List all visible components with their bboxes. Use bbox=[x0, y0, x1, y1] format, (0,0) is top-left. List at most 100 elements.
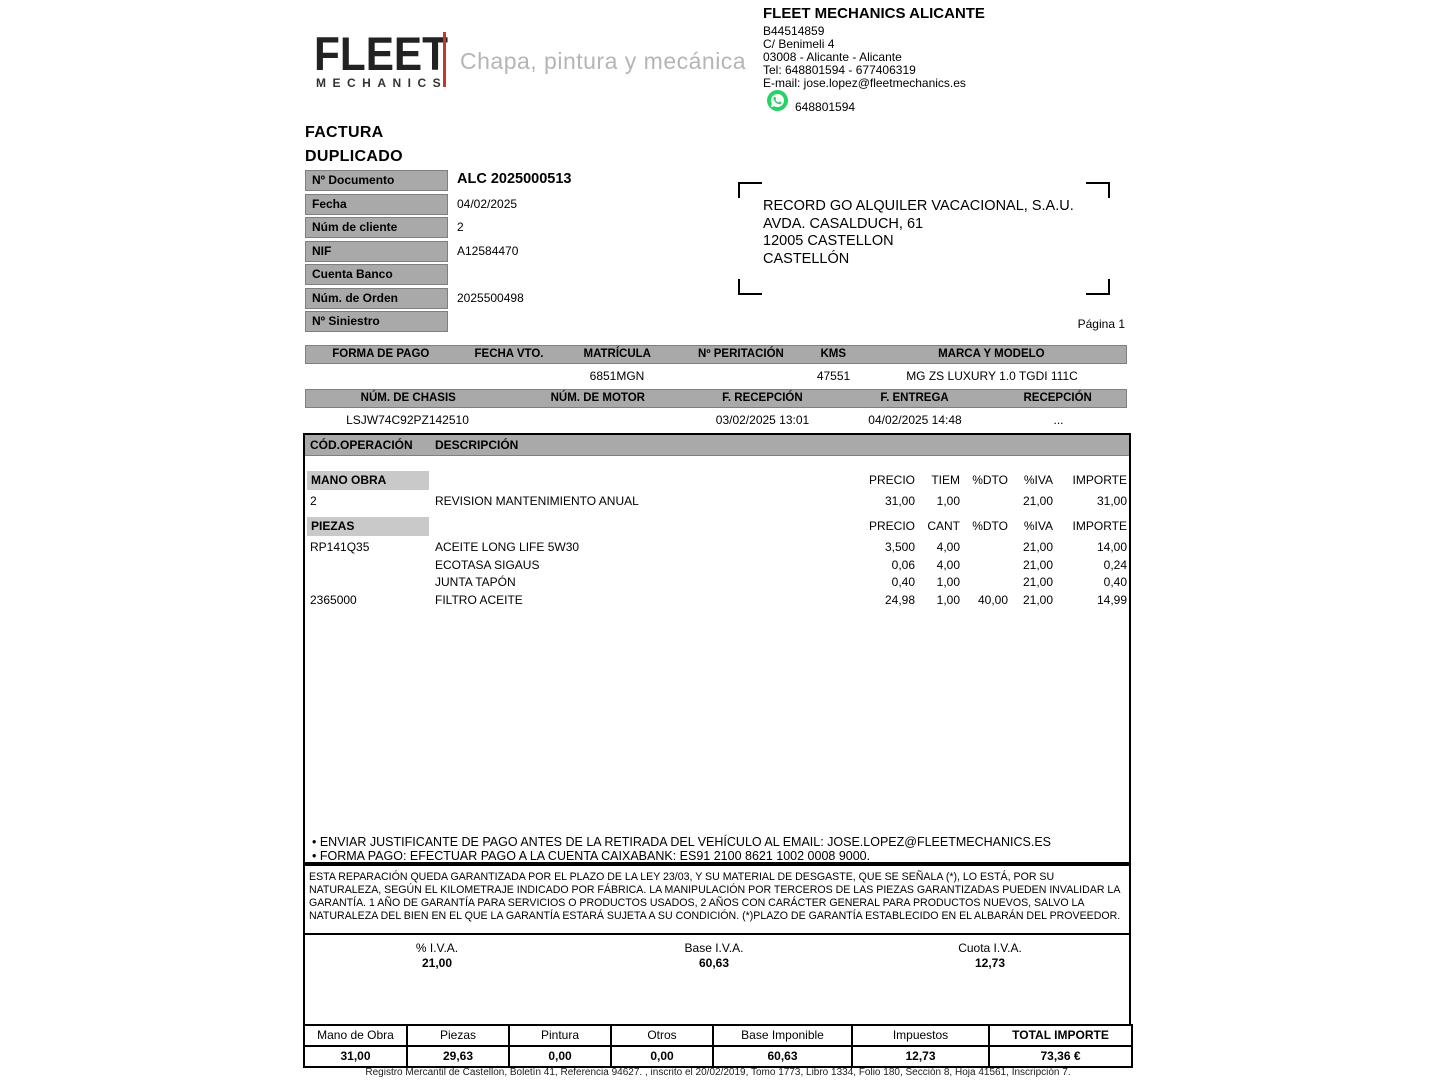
item-code: RP141Q35 bbox=[310, 540, 370, 554]
iva-base-label: Base I.V.A. bbox=[684, 941, 744, 955]
item-code: 2 bbox=[310, 494, 317, 508]
iva-base-value: 60,63 bbox=[698, 956, 730, 970]
field-label: Núm. de Orden bbox=[305, 287, 448, 309]
column-header-marca-modelo: MARCA Y MODELO bbox=[938, 348, 1045, 360]
column-header-kms: KMS bbox=[820, 348, 846, 360]
logo-brand-text: FLEET bbox=[314, 26, 449, 80]
matricula-value: 6851MGN bbox=[589, 369, 645, 383]
col-label-cant: CANT bbox=[927, 519, 960, 533]
section-label-mano-obra: MANO OBRA bbox=[307, 471, 429, 490]
logo-tagline: Chapa, pintura y mecánica bbox=[460, 48, 747, 74]
column-header-peritacion: Nº PERITACIÓN bbox=[698, 348, 784, 360]
divider bbox=[305, 862, 1129, 866]
iva-rate-column: % I.V.A. 21,00 bbox=[337, 941, 537, 970]
payment-note-email: • ENVIAR JUSTIFICANTE DE PAGO ANTES DE L… bbox=[312, 835, 1052, 849]
order-number: 2025500498 bbox=[457, 290, 524, 305]
corner-mark bbox=[738, 182, 762, 198]
totals-values-row: 31,00 29,63 0,00 0,00 60,63 12,73 73,36 … bbox=[305, 1047, 1131, 1066]
total-pintura: 0,00 bbox=[510, 1047, 612, 1066]
item-qty: 4,00 bbox=[936, 558, 960, 572]
item-iva: 21,00 bbox=[1022, 593, 1053, 607]
client-address-text: RECORD GO ALQUILER VACACIONAL, S.A.U. AV… bbox=[763, 198, 1074, 268]
logo-divider bbox=[443, 32, 446, 87]
company-name: FLEET MECHANICS ALICANTE bbox=[763, 5, 985, 22]
recepcion-value: ... bbox=[1053, 413, 1064, 427]
info-row: Núm. de Orden 2025500498 bbox=[305, 287, 725, 309]
col-label-tiem: TIEM bbox=[931, 473, 960, 487]
col-label-dto: %DTO bbox=[972, 519, 1008, 533]
corner-mark bbox=[738, 279, 762, 295]
iva-rate-value: 21,00 bbox=[421, 956, 453, 970]
column-header-matricula: MATRÍCULA bbox=[583, 348, 651, 360]
item-iva: 21,00 bbox=[1022, 540, 1053, 554]
item-precio: 0,40 bbox=[891, 575, 915, 589]
vehicle-table-header: NÚM. DE CHASIS NÚM. DE MOTOR F. RECEPCIÓ… bbox=[305, 389, 1127, 408]
item-iva: 21,00 bbox=[1022, 494, 1053, 508]
info-row: Cuenta Banco bbox=[305, 264, 725, 285]
logo-sub-text: MECHANICS bbox=[316, 76, 448, 90]
item-description: JUNTA TAPÓN bbox=[435, 575, 516, 589]
item-qty: 4,00 bbox=[936, 540, 960, 554]
totals-header-impuestos: Impuestos bbox=[853, 1026, 990, 1045]
totals-header-row: Mano de Obra Piezas Pintura Otros Base I… bbox=[305, 1026, 1131, 1047]
client-province: CASTELLÓN bbox=[763, 250, 850, 267]
col-label-iva: %IVA bbox=[1023, 473, 1053, 487]
document-date: 04/02/2025 bbox=[457, 196, 518, 211]
item-qty: 1,00 bbox=[936, 575, 960, 589]
client-nif: A12584470 bbox=[457, 243, 519, 258]
company-email: E-mail: jose.lopez@fleetmechanics.es bbox=[763, 76, 966, 90]
info-row: Fecha 04/02/2025 bbox=[305, 193, 725, 215]
document-title: FACTURA bbox=[305, 124, 384, 141]
item-row: ECOTASA SIGAUS 0,06 4,00 21,00 0,24 bbox=[305, 558, 1129, 574]
company-phone: Tel: 648801594 - 677406319 bbox=[763, 63, 916, 77]
item-iva: 21,00 bbox=[1022, 558, 1053, 572]
item-description: ACEITE LONG LIFE 5W30 bbox=[435, 540, 580, 554]
item-precio: 24,98 bbox=[884, 593, 915, 607]
registry-footer: Registro Mercantil de Castellon, Boletín… bbox=[365, 1067, 1071, 1078]
totals-header-mano-obra: Mano de Obra bbox=[305, 1026, 408, 1045]
item-row: 2 REVISION MANTENIMIENTO ANUAL 31,00 1,0… bbox=[305, 494, 1129, 510]
item-precio: 0,06 bbox=[891, 558, 915, 572]
item-importe: 0,24 bbox=[1103, 558, 1127, 572]
info-row: NIF A12584470 bbox=[305, 240, 725, 262]
payment-table-header: FORMA DE PAGO FECHA VTO. MATRÍCULA Nº PE… bbox=[305, 345, 1127, 364]
item-importe: 14,99 bbox=[1096, 593, 1127, 607]
item-description: ECOTASA SIGAUS bbox=[435, 558, 540, 572]
corner-mark bbox=[1086, 279, 1110, 295]
client-zip-city: 12005 CASTELLON bbox=[763, 233, 894, 249]
iva-quota-column: Cuota I.V.A. 12,73 bbox=[890, 941, 1090, 970]
totals-table: Mano de Obra Piezas Pintura Otros Base I… bbox=[303, 1024, 1133, 1068]
total-importe: 73,36 € bbox=[1040, 1049, 1081, 1063]
item-precio: 31,00 bbox=[884, 494, 915, 508]
client-street: AVDA. CASALDUCH, 61 bbox=[763, 215, 924, 232]
payment-table-values: 6851MGN 47551 MG ZS LUXURY 1.0 TGDI 111C bbox=[305, 368, 1127, 384]
section-label-piezas: PIEZAS bbox=[307, 517, 429, 536]
company-cif: B44514859 bbox=[763, 24, 825, 38]
field-label: NIF bbox=[305, 240, 448, 262]
totals-header-otros: Otros bbox=[612, 1026, 714, 1045]
total-impuestos: 12,73 bbox=[853, 1047, 990, 1066]
item-qty: 1,00 bbox=[936, 593, 960, 607]
col-label-iva: %IVA bbox=[1023, 519, 1053, 533]
marca-modelo-value: MG ZS LUXURY 1.0 TGDI 111C bbox=[906, 369, 1078, 383]
document-info-table: Nº Documento ALC 2025000513 Fecha 04/02/… bbox=[305, 170, 725, 335]
line-items-box: CÓD.OPERACIÓN DESCRIPCIÓN MANO OBRA PREC… bbox=[303, 433, 1131, 935]
item-description: FILTRO ACEITE bbox=[435, 593, 523, 607]
column-header-motor: NÚM. DE MOTOR bbox=[550, 392, 645, 404]
iva-rate-label: % I.V.A. bbox=[415, 941, 459, 955]
field-label: Nº Siniestro bbox=[305, 311, 448, 332]
recepcion-fecha-value: 03/02/2025 13:01 bbox=[715, 413, 810, 427]
payment-note-bank: • FORMA PAGO: EFECTUAR PAGO A LA CUENTA … bbox=[312, 849, 871, 863]
item-importe: 14,00 bbox=[1096, 540, 1127, 554]
col-label-importe: IMPORTE bbox=[1072, 519, 1127, 533]
totals-header-base-imponible: Base Imponible bbox=[714, 1026, 853, 1045]
iva-quota-value: 12,73 bbox=[974, 956, 1006, 970]
warranty-text: ESTA REPARACIÓN QUEDA GARANTIZADA POR EL… bbox=[309, 871, 1121, 922]
col-label-importe: IMPORTE bbox=[1072, 473, 1127, 487]
totals-header-piezas: Piezas bbox=[408, 1026, 510, 1045]
item-row: RP141Q35 ACEITE LONG LIFE 5W30 3,500 4,0… bbox=[305, 540, 1129, 556]
client-name: RECORD GO ALQUILER VACACIONAL, S.A.U. bbox=[763, 198, 1074, 214]
corner-mark bbox=[1086, 182, 1110, 198]
document-number: ALC 2025000513 bbox=[457, 171, 572, 187]
